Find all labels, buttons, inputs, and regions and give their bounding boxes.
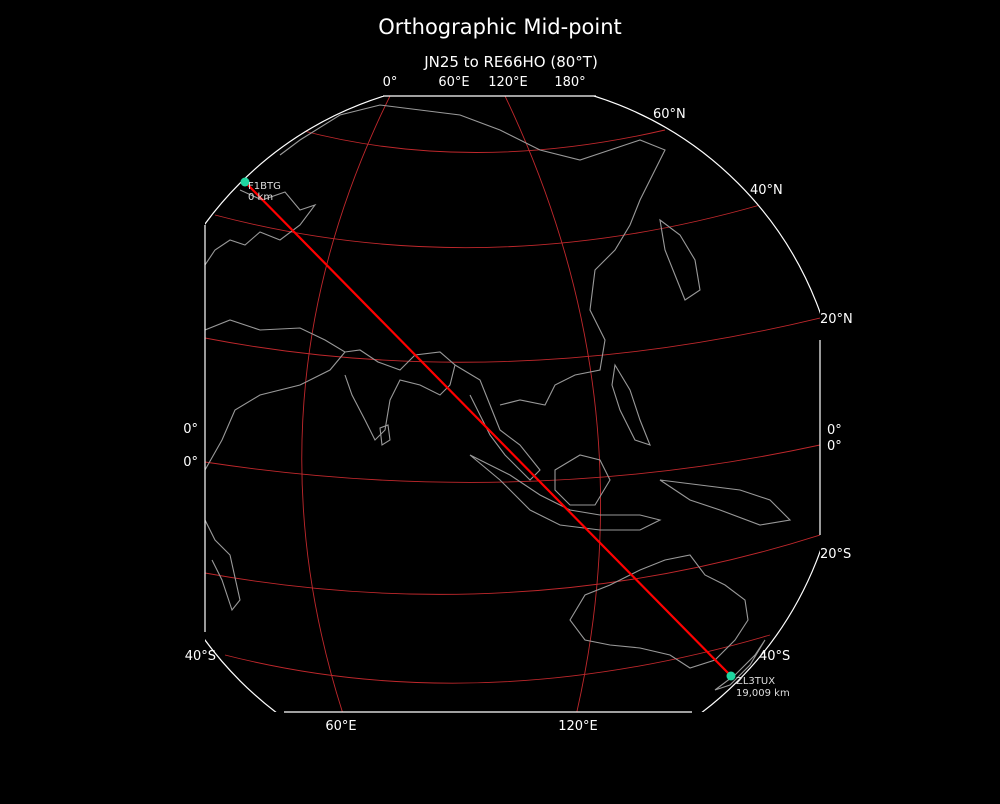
graticule: [205, 96, 820, 712]
coast-japan: [659, 218, 701, 301]
coast-newguinea: [659, 479, 792, 526]
globe-boundary-edges: [204, 95, 821, 713]
subtitle: JN25 to RE66HO (80°T): [423, 53, 598, 71]
top-label: 120°E: [488, 75, 528, 90]
right-label: 20°S: [820, 547, 851, 562]
start-distance: 0 km: [248, 192, 273, 203]
coast-africa: [205, 519, 241, 612]
start-marker[interactable]: [240, 177, 250, 187]
parallel-20s: [205, 534, 820, 595]
meridian-60e: [301, 96, 391, 712]
bottom-label: 120°E: [558, 719, 598, 734]
title: Orthographic Mid-point: [378, 15, 622, 39]
top-label: 180°: [554, 75, 585, 90]
coast-arabia: [205, 319, 346, 471]
great-circle-path: [244, 181, 732, 677]
right-label: 40°S: [759, 649, 790, 664]
graticule-labels: 0° 60°E 120°E 180° 60°E 120°E 60°N 40°N …: [183, 75, 853, 734]
right-label: 0°: [827, 439, 842, 454]
right-label: 0°: [827, 423, 842, 438]
parallel-0: [205, 444, 820, 483]
coastlines: [205, 104, 792, 691]
parallel-60n: [299, 129, 666, 153]
right-label: 60°N: [653, 107, 686, 122]
bottom-label: 60°E: [325, 719, 356, 734]
end-callsign: ZL3TUX: [736, 676, 775, 687]
end-marker[interactable]: [726, 671, 736, 681]
coast-borneo: [554, 454, 611, 506]
start-callsign: F1BTG: [248, 181, 281, 192]
coast-india: [344, 349, 456, 441]
coast-philippines: [611, 363, 651, 446]
top-label: 60°E: [438, 75, 469, 90]
left-label: 0°: [183, 422, 198, 437]
coast-seasia: [454, 364, 541, 481]
coast-australia: [569, 554, 749, 669]
end-distance: 19,009 km: [736, 688, 790, 699]
right-label: 20°N: [820, 312, 853, 327]
coast-indonesia: [469, 454, 662, 531]
coast-srilanka: [379, 424, 391, 446]
coast-china: [279, 104, 666, 406]
parallel-40s: [224, 634, 771, 684]
right-label: 40°N: [750, 183, 783, 198]
left-label: 40°S: [185, 649, 216, 664]
top-label: 0°: [383, 75, 398, 90]
parallel-20n: [205, 317, 820, 363]
meridian-120e: [504, 96, 602, 712]
coast-europe: [205, 189, 317, 266]
parallel-40n: [214, 204, 761, 249]
left-label: 0°: [183, 455, 198, 470]
